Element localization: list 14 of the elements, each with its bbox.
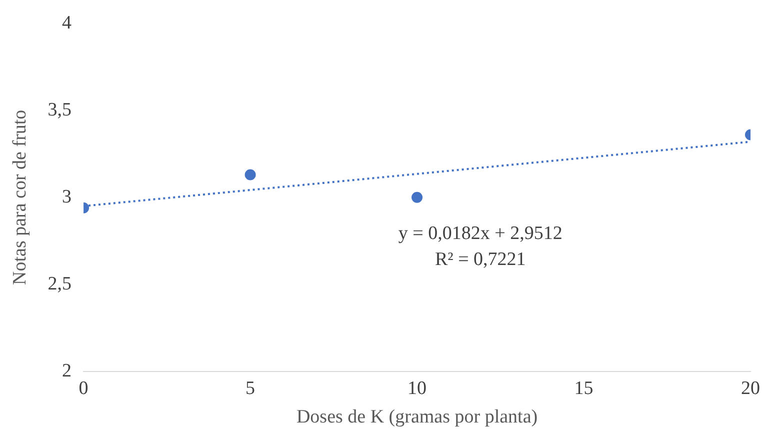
x-tick-label: 10 [408,378,427,399]
x-tick-label: 5 [246,378,256,399]
x-tick-label: 20 [741,378,760,399]
y-tick-label: 3 [62,186,72,208]
y-tick-label: 3,5 [48,99,72,120]
y-axis-title: Notas para cor de fruto [9,110,30,285]
annotation: R² = 0,7221 [434,249,526,270]
y-tick-label: 4 [62,12,72,34]
x-tick-label: 15 [574,378,594,399]
y-tick-label: 2 [62,360,72,382]
annotation: y = 0,0182x + 2,9512 [398,223,562,244]
x-tick-label: 0 [78,378,88,399]
x-axis-title: Doses de K (gramas por planta) [296,406,538,428]
y-tick-label: 2,5 [48,273,72,294]
